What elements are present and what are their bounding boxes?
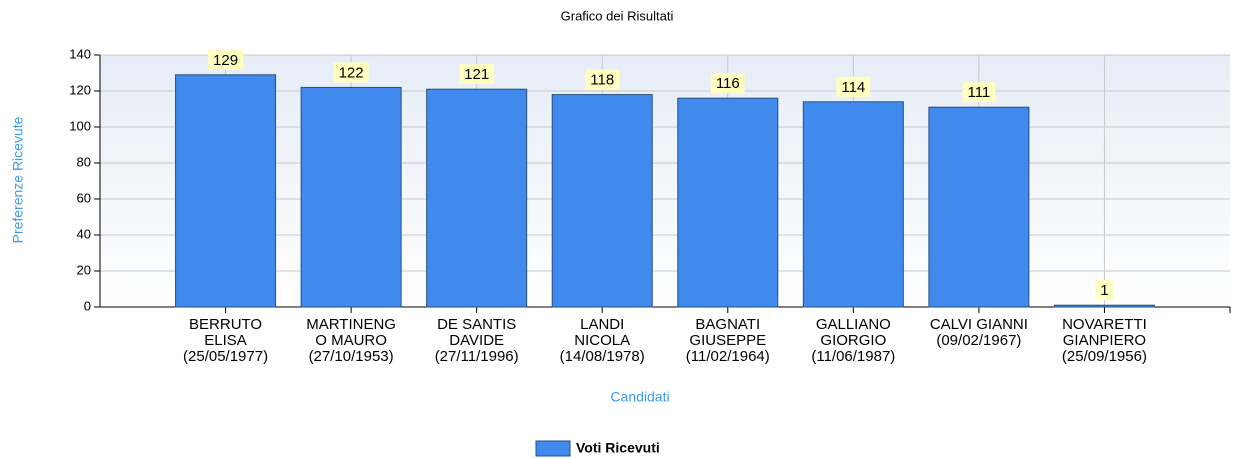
x-tick-label: DE SANTIS: [437, 316, 516, 333]
x-tick-label: O MAURO: [315, 332, 387, 349]
x-tick-label: (11/06/1987): [811, 348, 895, 365]
bar: [928, 106, 1030, 308]
y-tick-label: 80: [77, 154, 91, 169]
x-tick-label: (27/11/1996): [435, 348, 519, 365]
data-label-bg: [962, 82, 996, 103]
y-tick-label: 20: [77, 262, 91, 277]
legend-swatch: [535, 440, 571, 457]
x-tick-label: (11/02/1964): [686, 348, 770, 365]
x-tick-label: (09/02/1967): [936, 332, 1021, 349]
plot-area: [100, 55, 1230, 307]
bar: [802, 101, 904, 308]
y-tick-label: 60: [77, 190, 91, 205]
data-label: 116: [716, 75, 740, 92]
data-label-bg: [459, 64, 495, 85]
x-tick-label: BERRUTO: [189, 316, 262, 333]
x-tick-label: LANDI: [580, 316, 624, 333]
data-label-bg: [710, 73, 745, 94]
bar: [1053, 304, 1155, 308]
x-tick-label: GIANPIERO: [1063, 332, 1146, 349]
bar: [426, 88, 528, 308]
data-label-bg: [1095, 280, 1114, 301]
x-tick-label: GIORGIO: [820, 332, 886, 349]
x-tick-label: MARTINENG: [306, 316, 396, 333]
x-tick-label: NOVARETTI: [1062, 316, 1147, 333]
x-axis-label: Candidati: [610, 389, 669, 405]
x-tick-label: DAVIDE: [449, 332, 504, 349]
data-label: 122: [339, 64, 364, 81]
y-tick-label: 100: [69, 118, 91, 133]
y-tick-label: 140: [69, 46, 91, 61]
bar: [300, 86, 402, 308]
legend-label: Voti Ricevuti: [576, 440, 660, 456]
x-tick-label: (25/09/1956): [1062, 348, 1147, 365]
data-label-bg: [333, 62, 369, 83]
x-tick-label: BAGNATI: [695, 316, 760, 333]
data-label: 111: [967, 84, 990, 101]
data-label: 129: [213, 52, 238, 69]
bar: [175, 74, 277, 308]
x-tick-label: (14/08/1978): [560, 348, 645, 365]
x-tick-label: GIUSEPPE: [689, 332, 766, 349]
bar: [551, 94, 653, 308]
y-tick-label: 0: [84, 298, 91, 313]
y-tick-label: 120: [69, 82, 91, 97]
data-label: 1: [1100, 282, 1108, 299]
bar: [677, 97, 779, 308]
x-tick-label: GALLIANO: [816, 316, 891, 333]
data-label: 118: [590, 72, 614, 89]
chart-title: Grafico dei Risultati: [561, 8, 674, 23]
data-label-bg: [208, 49, 244, 70]
x-tick-label: (27/10/1953): [309, 348, 394, 365]
data-label-bg: [836, 76, 871, 97]
x-tick-label: NICOLA: [574, 332, 630, 349]
y-tick-label: 40: [77, 226, 91, 241]
x-tick-label: CALVI GIANNI: [930, 316, 1028, 333]
x-tick-label: ELISA: [204, 332, 247, 349]
data-label: 114: [841, 79, 865, 96]
x-tick-label: (25/05/1977): [183, 348, 268, 365]
y-axis-label: Preferenze Ricevute: [10, 116, 26, 243]
data-label: 121: [464, 66, 489, 83]
data-label-bg: [585, 69, 620, 90]
